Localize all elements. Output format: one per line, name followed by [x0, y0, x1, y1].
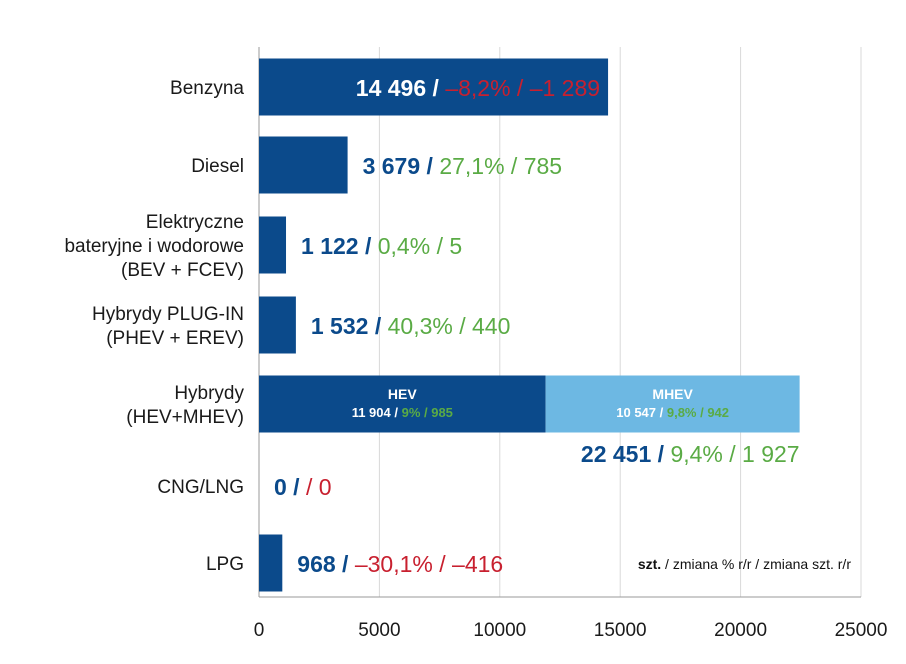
legend: szt. / zmiana % r/r / zmiana szt. r/r	[638, 556, 851, 572]
value-label-abs: / 0	[306, 474, 332, 500]
category-label: Hybrydy PLUG-IN (PHEV + EREV)	[92, 304, 244, 349]
value-label: 14 496 / –8,2% / –1 289	[356, 75, 600, 101]
value-label-number: 3 679	[363, 153, 421, 179]
category-label-line: (HEV+MHEV)	[126, 407, 244, 428]
category-label-line: LPG	[206, 554, 244, 575]
value-label-separator: /	[336, 551, 355, 577]
value-label-separator: /	[426, 75, 445, 101]
segment-value: 10 547 / 9,8% / 942	[616, 405, 729, 420]
x-tick-label: 5000	[358, 620, 400, 641]
bar-segment	[259, 58, 609, 116]
segment-title: HEV	[388, 386, 417, 402]
category-label-line: CNG/LNG	[157, 477, 244, 498]
legend-bold: szt.	[638, 556, 661, 572]
segment-value-number: 11 904 /	[352, 405, 402, 420]
category-label-line: bateryjne i wodorowe	[64, 236, 244, 257]
value-label-separator: /	[287, 474, 306, 500]
segment-value-change: 9% / 985	[402, 405, 453, 420]
x-tick-label: 20000	[714, 620, 767, 641]
x-tick-label: 15000	[594, 620, 647, 641]
bar-segment	[259, 296, 296, 354]
bar-segment	[259, 136, 348, 194]
category-label-line: (BEV + FCEV)	[121, 260, 244, 281]
value-label: 968 / –30,1% / –416	[297, 551, 503, 577]
category-label: Elektryczne bateryjne i wodorowe (BEV + FC…	[64, 212, 244, 281]
grid	[258, 47, 862, 598]
legend-rest: / zmiana % r/r / zmiana szt. r/r	[661, 556, 851, 572]
value-label: 1 122 / 0,4% / 5	[301, 233, 462, 259]
bar-segment	[259, 216, 287, 274]
segment-value: 11 904 / 9% / 985	[352, 405, 453, 420]
segment-value-number: 10 547 /	[616, 405, 667, 420]
value-label: 1 532 / 40,3% / 440	[311, 313, 511, 339]
category-label-line: (PHEV + EREV)	[106, 328, 244, 349]
category-labels: Benzyna Diesel Elektryczne bateryjne i wodo…	[64, 78, 244, 575]
category-label-line: Hybrydy PLUG-IN	[92, 304, 244, 325]
value-label-separator: /	[420, 153, 439, 179]
value-label-pct: 0,4%	[378, 233, 430, 259]
value-label-number: 968	[297, 551, 336, 577]
value-label-separator: /	[368, 313, 387, 339]
value-label-abs: / –416	[433, 551, 503, 577]
category-label: LPG	[206, 554, 244, 575]
bars	[259, 58, 800, 592]
value-label-number: 1 122	[301, 233, 359, 259]
x-tick-label: 10000	[473, 620, 526, 641]
category-label-line: Diesel	[191, 156, 244, 177]
value-label-pct: –30,1%	[355, 551, 433, 577]
category-label-line: Benzyna	[170, 78, 244, 99]
value-label-abs: / 440	[453, 313, 511, 339]
value-label-number: 22 451	[581, 441, 652, 467]
category-label-line: Elektryczne	[146, 212, 244, 233]
value-label-pct: 40,3%	[388, 313, 453, 339]
value-label-separator: /	[359, 233, 378, 259]
value-label-abs: / 785	[505, 153, 563, 179]
value-label-number: 1 532	[311, 313, 369, 339]
category-label: Diesel	[191, 156, 244, 177]
bar-segment	[259, 534, 283, 592]
value-label-number: 0	[274, 474, 287, 500]
bar-segment	[259, 375, 546, 433]
value-label-separator: /	[651, 441, 670, 467]
segment-value-change: 9,8% / 942	[667, 405, 729, 420]
value-labels: 14 496 / –8,2% / –1 289 3 679 / 27,1% / 7…	[274, 75, 800, 577]
value-label: 22 451 / 9,4% / 1 927	[581, 441, 800, 467]
value-label-pct: 9,4%	[670, 441, 722, 467]
value-label: 0 / / 0	[274, 474, 332, 500]
category-label: CNG/LNG	[157, 477, 244, 498]
value-label-pct: 27,1%	[439, 153, 504, 179]
value-label-number: 14 496	[356, 75, 426, 101]
x-tick-label: 0	[254, 620, 265, 641]
value-label-abs: / 5	[430, 233, 462, 259]
value-label: 3 679 / 27,1% / 785	[363, 153, 563, 179]
category-label-line: Hybrydy	[174, 383, 244, 404]
value-label-abs: / –1 289	[511, 75, 601, 101]
value-label-abs: / 1 927	[723, 441, 800, 467]
value-label-pct: –8,2%	[445, 75, 510, 101]
bar-segment	[545, 375, 800, 433]
x-tick-label: 25000	[835, 620, 888, 641]
category-label: Hybrydy (HEV+MHEV)	[126, 383, 244, 428]
x-axis-ticks: 0 5000 10000 15000 20000 25000	[254, 620, 888, 641]
category-label: Benzyna	[170, 78, 244, 99]
segment-title: MHEV	[652, 386, 693, 402]
